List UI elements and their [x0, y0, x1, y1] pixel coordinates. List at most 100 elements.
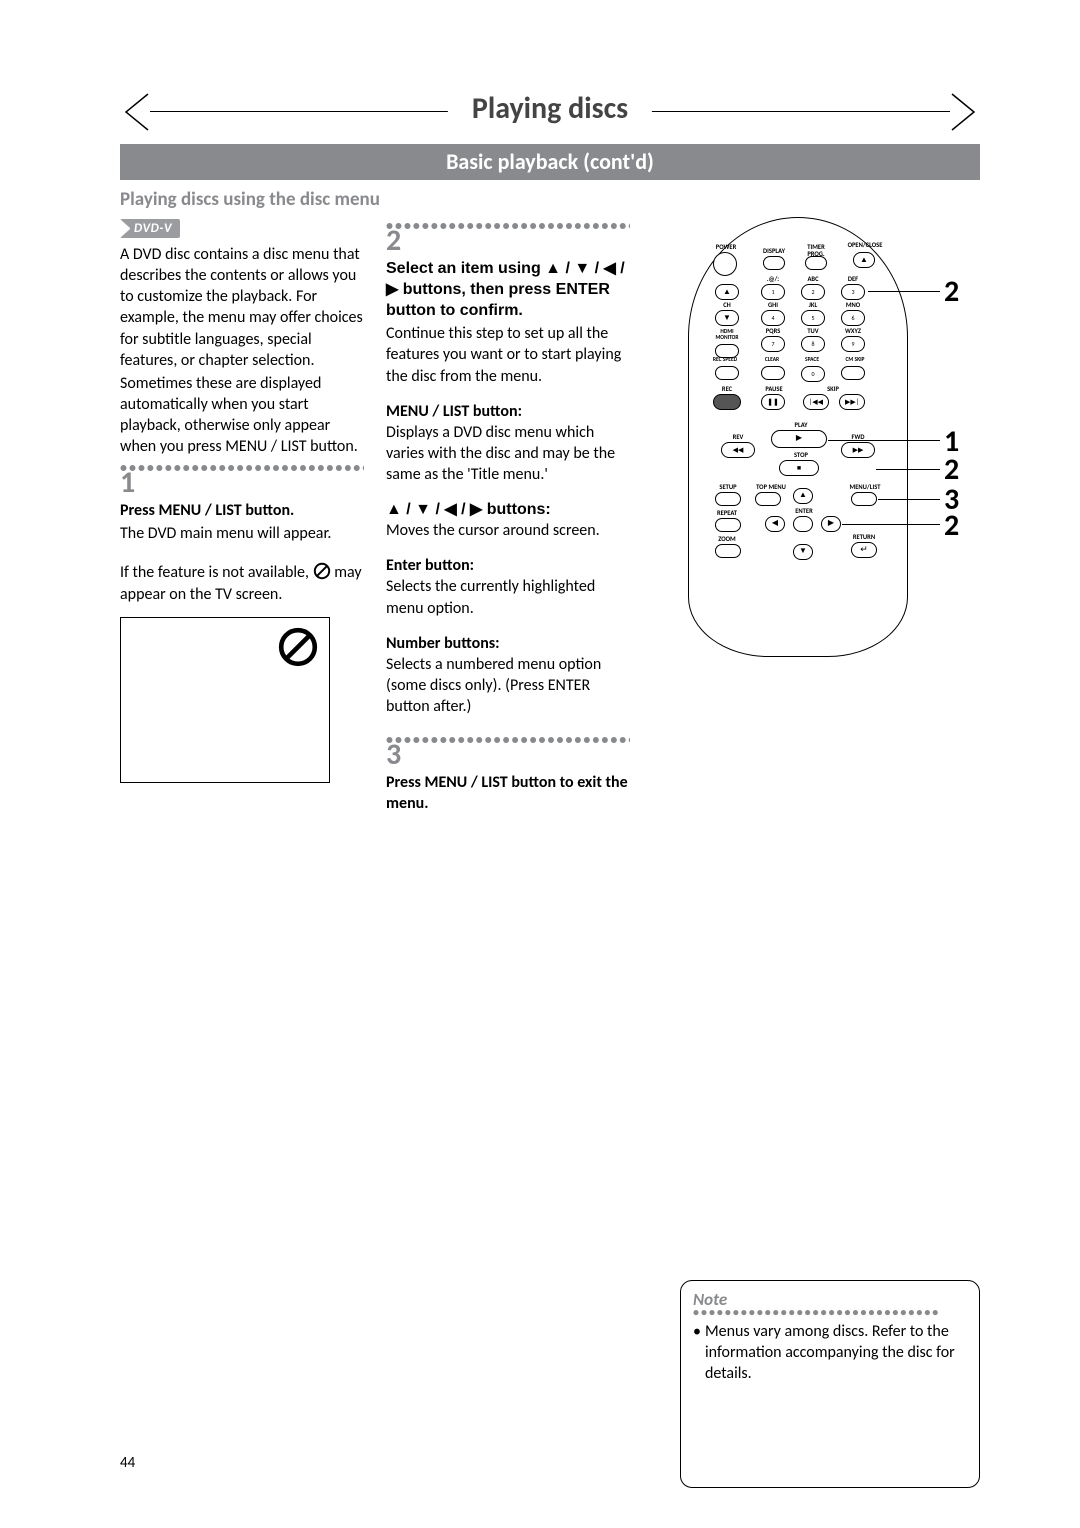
btn-5[interactable]: 5 [801, 310, 825, 326]
btn-fwd[interactable]: ▶▶ [841, 442, 875, 458]
lbl-zoom: ZOOM [713, 536, 741, 543]
callout-num-2c: 2 [944, 507, 959, 544]
angle-right-icon [950, 92, 980, 132]
step-2-instruction: Select an item using ▲ / ▼ / ◀ / ▶ butto… [386, 258, 630, 321]
btn-6[interactable]: 6 [841, 310, 865, 326]
number-buttons-head: Number buttons: [386, 633, 630, 654]
btn-power[interactable] [713, 252, 737, 276]
lbl-jkl: JKL [801, 302, 825, 309]
btn-cmskip[interactable] [841, 366, 865, 380]
dvd-badge: DVD-V [120, 219, 180, 238]
btn-hdmi[interactable] [715, 344, 739, 358]
btn-play[interactable]: ▶ [771, 430, 827, 448]
btn-left[interactable]: ◀ [765, 516, 785, 532]
btn-display[interactable] [763, 256, 785, 270]
btn-menulist[interactable] [851, 492, 877, 506]
arrow-buttons-head: ▲ / ▼ / ◀ / ▶ buttons: [386, 499, 630, 520]
btn-open[interactable]: ▲ [853, 252, 875, 268]
lbl-tuv: TUV [801, 328, 825, 335]
lbl-pqrs: PQRS [761, 328, 785, 335]
lbl-cmskip: CM SKIP [837, 358, 873, 364]
lbl-wxyz: WXYZ [841, 328, 865, 335]
lbl-menulist: MENU/LIST [845, 484, 885, 491]
note-bullet: • [693, 1322, 701, 1384]
step-3-dots: ••••••••••••••••••••••••••••••••• [386, 731, 630, 745]
lbl-clear: CLEAR [757, 358, 787, 364]
note-box: Note ••••••••••••••••••••••••••••••• • M… [680, 1280, 980, 1488]
btn-timer[interactable] [805, 256, 827, 270]
step-1-dots: ••••••••••••••••••••••••••••••••• [120, 459, 364, 473]
btn-up[interactable]: ▲ [793, 488, 813, 504]
lbl-mno: MNO [841, 302, 865, 309]
btn-8[interactable]: 8 [801, 336, 825, 352]
note-dots: ••••••••••••••••••••••••••••••• [693, 1306, 967, 1318]
btn-rec[interactable] [713, 394, 741, 410]
btn-return[interactable]: ↵ [851, 542, 877, 558]
btn-down[interactable]: ▼ [793, 544, 813, 560]
btn-skip-back[interactable]: |◀◀ [803, 394, 829, 410]
remote-control: POWER DISPLAY TIMER PROG. OPEN/CLOSE ▲ .… [652, 217, 972, 657]
lbl-ghi: GHI [761, 302, 785, 309]
enter-button-body: Selects the currently highlighted menu o… [386, 576, 630, 618]
btn-7[interactable]: 7 [761, 336, 785, 352]
btn-recspeed[interactable] [715, 366, 739, 380]
btn-zoom[interactable] [715, 544, 741, 558]
angle-left-icon [120, 92, 150, 132]
lbl-abc: ABC [801, 276, 825, 283]
btn-4[interactable]: 4 [761, 310, 785, 326]
lbl-monitor: MONITOR [707, 336, 747, 342]
btn-setup[interactable] [715, 492, 741, 506]
step-3-instruction: Press MENU / LIST button to exit the men… [386, 772, 630, 814]
btn-repeat[interactable] [715, 518, 741, 532]
lbl-play: PLAY [787, 422, 815, 429]
btn-enter[interactable] [793, 516, 813, 532]
lbl-space: SPACE [797, 358, 827, 364]
intro-paragraph-2: Sometimes these are displayed automatica… [120, 373, 364, 457]
number-buttons-body: Selects a numbered menu option (some dis… [386, 654, 630, 717]
prohibit-icon [277, 626, 319, 668]
lbl-rev: REV [727, 434, 749, 441]
callout-line-3 [878, 499, 940, 500]
callout-num-2a: 2 [944, 273, 959, 310]
btn-2[interactable]: 2 [801, 284, 825, 300]
lbl-display: DISPLAY [759, 248, 789, 255]
btn-clear[interactable] [761, 366, 785, 380]
subtitle-bar: Basic playback (cont'd) [120, 144, 980, 180]
step-1-extra: If the feature is not available, may app… [120, 562, 364, 604]
step-2-body: Continue this step to set up all the fea… [386, 323, 630, 386]
lbl-return: RETURN [847, 534, 881, 541]
btn-rev[interactable]: ◀◀ [721, 442, 755, 458]
btn-topmenu[interactable] [755, 492, 781, 506]
columns: DVD-V A DVD disc contains a disc menu th… [120, 217, 980, 816]
intro-paragraph-1: A DVD disc contains a disc menu that des… [120, 244, 364, 371]
step-2-number: 2 [386, 227, 630, 254]
badge-row: DVD-V [120, 217, 364, 238]
btn-stop[interactable]: ■ [779, 460, 819, 476]
callout-line-2c [842, 524, 940, 525]
btn-0[interactable]: 0 [801, 366, 825, 382]
btn-9[interactable]: 9 [841, 336, 865, 352]
lbl-at: .@/: [761, 276, 785, 283]
step-1-extra-a: If the feature is not available, [120, 563, 313, 582]
remote-body: POWER DISPLAY TIMER PROG. OPEN/CLOSE ▲ .… [688, 217, 908, 657]
section-heading: Playing discs using the disc menu [120, 188, 980, 211]
menu-list-head: MENU / LIST button: [386, 401, 630, 422]
column-1: DVD-V A DVD disc contains a disc menu th… [120, 217, 364, 816]
btn-ch-down[interactable]: ▼ [715, 310, 739, 326]
lbl-stop: STOP [787, 452, 815, 459]
step-2-dots: ••••••••••••••••••••••••••••••••• [386, 217, 630, 231]
arrow-buttons-body: Moves the cursor around screen. [386, 520, 630, 541]
btn-skip-fwd[interactable]: ▶▶| [839, 394, 865, 410]
btn-3[interactable]: 3 [841, 284, 865, 300]
lbl-open: OPEN/CLOSE [845, 242, 885, 249]
lbl-skip: SKIP [813, 386, 853, 393]
lbl-repeat: REPEAT [711, 510, 743, 517]
btn-right[interactable]: ▶ [821, 516, 841, 532]
page-title: Playing discs [448, 90, 652, 127]
btn-ch-up[interactable]: ▲ [715, 284, 739, 300]
btn-pause[interactable]: ❚❚ [761, 394, 785, 410]
page-content: Playing discs Basic playback (cont'd) Pl… [120, 92, 980, 816]
lbl-setup: SETUP [713, 484, 743, 491]
btn-1[interactable]: 1 [761, 284, 785, 300]
step-1-number: 1 [120, 469, 364, 496]
